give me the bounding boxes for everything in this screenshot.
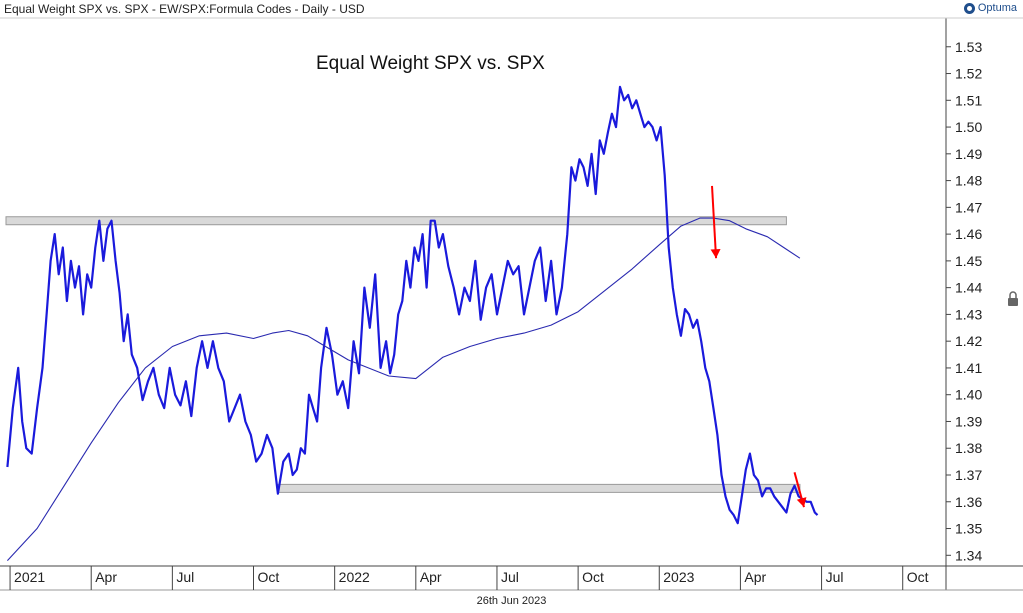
x-tick-label-11: Oct xyxy=(907,569,929,585)
y-tick-label-2: 1.36 xyxy=(955,494,982,510)
y-tick-label-13: 1.47 xyxy=(955,199,982,215)
x-tick-label-9: Apr xyxy=(744,569,766,585)
y-tick-label-10: 1.44 xyxy=(955,280,982,296)
series-line-price xyxy=(6,85,819,525)
optuma-logo-icon xyxy=(963,2,975,14)
x-tick-label-5: Apr xyxy=(420,569,442,585)
y-tick-label-3: 1.37 xyxy=(955,467,982,483)
trend-arrow-head-1 xyxy=(796,497,807,508)
y-tick-label-1: 1.35 xyxy=(955,521,982,537)
level-band-1 xyxy=(277,483,801,493)
x-tick-label-8: 2023 xyxy=(663,569,694,585)
x-tick-label-7: Oct xyxy=(582,569,604,585)
x-tick-label-2: Jul xyxy=(176,569,194,585)
y-tick-label-19: 1.53 xyxy=(955,39,982,55)
y-tick-label-6: 1.40 xyxy=(955,387,982,403)
y-tick-label-0: 1.34 xyxy=(955,547,982,563)
brand-name: Optuma xyxy=(977,2,1017,14)
footer-date: 26th Jun 2023 xyxy=(476,595,547,607)
x-tick-label-0: 2021 xyxy=(14,569,45,585)
chart-header-title: Equal Weight SPX vs. SPX - EW/SPX:Formul… xyxy=(4,2,365,16)
trend-arrow-head-0 xyxy=(710,248,721,259)
y-tick-label-17: 1.51 xyxy=(955,92,982,108)
x-tick-label-6: Jul xyxy=(501,569,519,585)
y-tick-label-9: 1.43 xyxy=(955,306,982,322)
y-tick-label-5: 1.39 xyxy=(955,413,982,429)
trend-arrow-shaft-0 xyxy=(711,185,718,259)
lock-icon[interactable] xyxy=(1008,298,1018,306)
lock-icon-shackle xyxy=(1009,291,1017,298)
chart-title: Equal Weight SPX vs. SPX xyxy=(316,53,545,74)
y-tick-label-15: 1.49 xyxy=(955,146,982,162)
brand-logo: Optuma xyxy=(963,2,1017,14)
y-tick-label-4: 1.38 xyxy=(955,440,982,456)
x-tick-label-3: Oct xyxy=(258,569,280,585)
level-band-0 xyxy=(5,216,787,226)
y-tick-label-12: 1.46 xyxy=(955,226,982,242)
y-tick-label-16: 1.50 xyxy=(955,119,982,135)
y-tick-label-14: 1.48 xyxy=(955,173,982,189)
y-tick-label-8: 1.42 xyxy=(955,333,982,349)
x-tick-label-4: 2022 xyxy=(339,569,370,585)
y-tick-label-11: 1.45 xyxy=(955,253,982,269)
series-line-moving-average xyxy=(6,217,801,561)
x-tick-label-1: Apr xyxy=(95,569,117,585)
y-tick-label-7: 1.41 xyxy=(955,360,982,376)
y-tick-label-18: 1.52 xyxy=(955,66,982,82)
x-tick-label-10: Jul xyxy=(826,569,844,585)
